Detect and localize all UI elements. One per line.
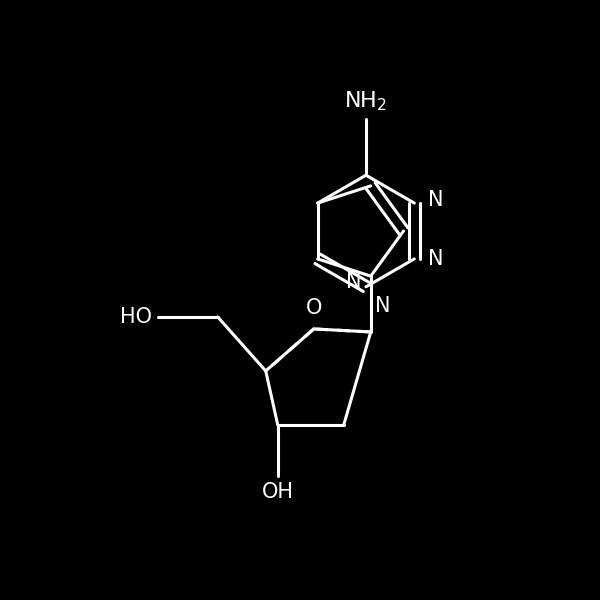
- Text: HO: HO: [120, 307, 152, 327]
- Text: NH$_2$: NH$_2$: [344, 90, 388, 113]
- Text: N: N: [375, 296, 391, 316]
- Text: N: N: [428, 190, 443, 210]
- Text: O: O: [305, 298, 322, 318]
- Text: N: N: [346, 272, 362, 292]
- Text: N: N: [428, 249, 443, 269]
- Text: OH: OH: [262, 482, 294, 502]
